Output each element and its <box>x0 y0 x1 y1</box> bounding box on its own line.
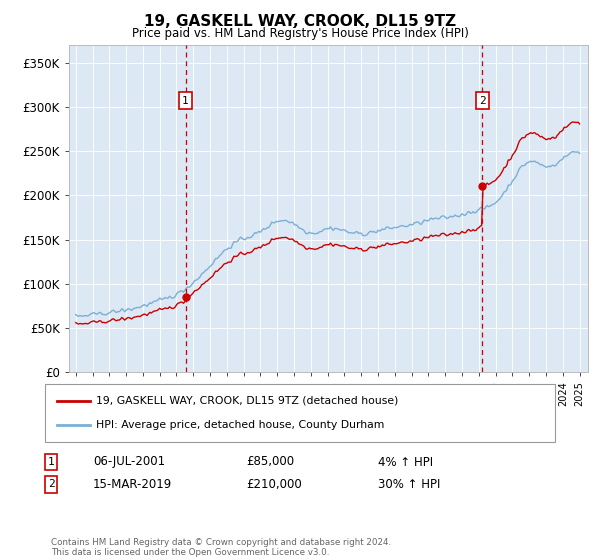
Text: Price paid vs. HM Land Registry's House Price Index (HPI): Price paid vs. HM Land Registry's House … <box>131 27 469 40</box>
Text: 1: 1 <box>182 96 189 106</box>
Text: Contains HM Land Registry data © Crown copyright and database right 2024.
This d: Contains HM Land Registry data © Crown c… <box>51 538 391 557</box>
Text: 30% ↑ HPI: 30% ↑ HPI <box>378 478 440 491</box>
Text: 2: 2 <box>479 96 486 106</box>
Text: 15-MAR-2019: 15-MAR-2019 <box>93 478 172 491</box>
Text: 19, GASKELL WAY, CROOK, DL15 9TZ (detached house): 19, GASKELL WAY, CROOK, DL15 9TZ (detach… <box>96 396 398 406</box>
Text: HPI: Average price, detached house, County Durham: HPI: Average price, detached house, Coun… <box>96 420 385 430</box>
Text: 2: 2 <box>47 479 55 489</box>
Text: £85,000: £85,000 <box>246 455 294 469</box>
Text: 06-JUL-2001: 06-JUL-2001 <box>93 455 165 469</box>
Text: £210,000: £210,000 <box>246 478 302 491</box>
Text: 19, GASKELL WAY, CROOK, DL15 9TZ: 19, GASKELL WAY, CROOK, DL15 9TZ <box>144 14 456 29</box>
Text: 1: 1 <box>47 457 55 467</box>
Text: 4% ↑ HPI: 4% ↑ HPI <box>378 455 433 469</box>
